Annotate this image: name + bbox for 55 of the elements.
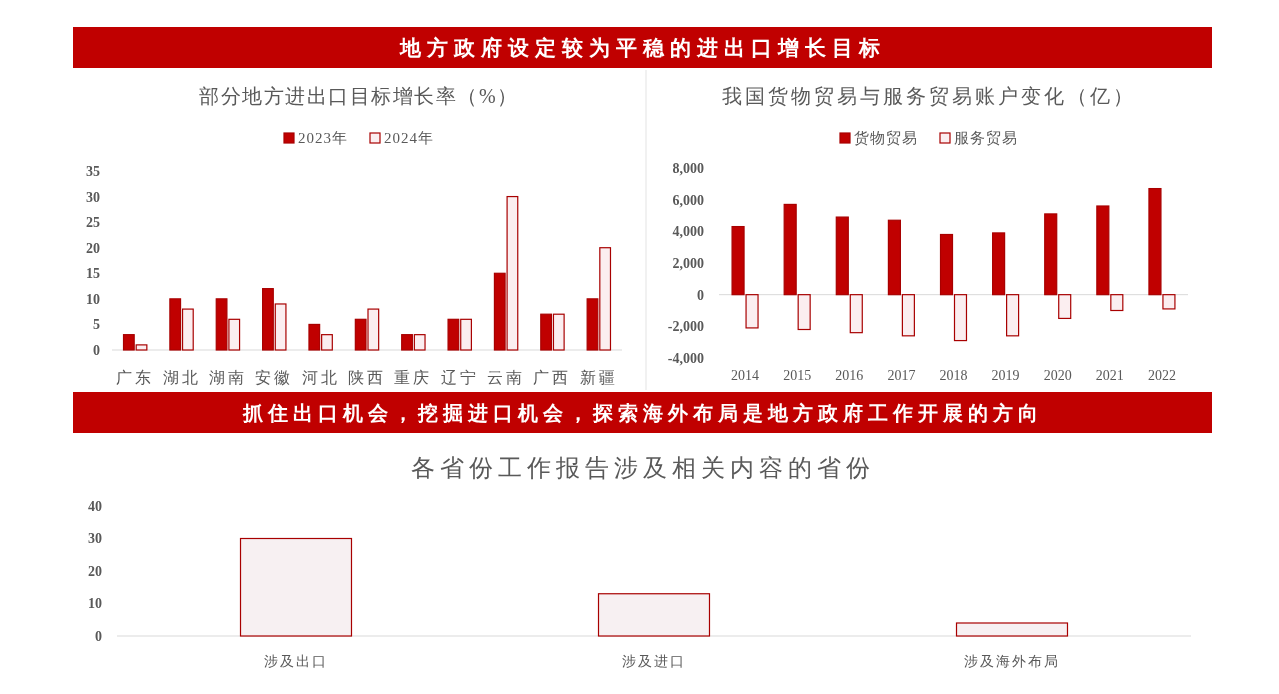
y-tick-label: 25 (86, 215, 100, 231)
y-tick-label: 4,000 (672, 224, 704, 240)
y-tick-label: 15 (86, 266, 100, 282)
x-tick-label: 新疆 (579, 369, 618, 387)
y-tick-label: -2,000 (667, 319, 704, 335)
y-tick-label: 20 (88, 563, 102, 579)
legend-label: 货物贸易 (854, 130, 918, 146)
x-tick-label: 2015 (783, 367, 812, 383)
x-tick-label: 广西 (533, 369, 572, 387)
bar (955, 622, 1069, 637)
text: 地方政府设定较为平稳的进出口增长目标 (398, 35, 886, 60)
chart-title: 我国货物贸易与服务贸易账户变化（亿） (722, 85, 1136, 107)
x-tick-label: 重庆 (394, 369, 433, 387)
x-tick-label: 云南 (487, 369, 526, 387)
y-tick-label: 10 (88, 596, 102, 612)
x-tick-label: 广东 (116, 369, 155, 387)
y-tick-label: 6,000 (672, 192, 704, 208)
y-tick-label: 5 (93, 317, 100, 333)
y-tick-label: 2,000 (672, 255, 704, 271)
y-tick-label: 20 (86, 240, 100, 256)
x-tick-label: 涉及出口 (264, 653, 328, 669)
x-tick-label: 2019 (991, 367, 1020, 383)
x-tick-label: 2018 (939, 367, 968, 383)
y-tick-label: 0 (697, 287, 704, 303)
x-tick-label: 涉及海外布局 (964, 653, 1060, 669)
bar (239, 537, 353, 637)
y-tick-label: 30 (88, 531, 102, 547)
y-tick-label: 40 (88, 498, 102, 514)
x-tick-label: 2022 (1147, 367, 1176, 383)
x-tick-label: 2021 (1095, 367, 1124, 383)
text: 抓住出口机会，挖掘进口机会，探索海外布局是地方政府工作开展的方向 (241, 401, 1043, 424)
x-tick-label: 2017 (887, 367, 916, 383)
bar (597, 593, 711, 637)
x-tick-label: 河北 (301, 369, 340, 387)
legend-label: 2024年 (384, 130, 434, 146)
y-tick-label: 8,000 (672, 160, 704, 176)
x-tick-label: 涉及进口 (622, 653, 686, 669)
y-tick-label: 0 (93, 342, 100, 358)
x-tick-label: 2014 (731, 367, 760, 383)
x-tick-label: 安徽 (255, 369, 294, 387)
legend-label: 服务贸易 (954, 130, 1018, 146)
x-tick-label: 湖北 (162, 369, 201, 387)
chart-title: 各省份工作报告涉及相关内容的省份 (410, 455, 875, 481)
legend-label: 2023年 (298, 130, 348, 146)
x-tick-label: 湖南 (208, 369, 247, 387)
x-tick-label: 陕西 (348, 369, 386, 387)
chart-title: 部分地方进出口目标增长率（%） (199, 85, 519, 107)
y-tick-label: 30 (86, 189, 100, 205)
y-tick-label: 35 (86, 163, 100, 179)
y-tick-label: 10 (86, 291, 100, 307)
y-tick-label: -4,000 (667, 350, 704, 366)
x-tick-label: 2016 (835, 367, 864, 383)
x-tick-label: 2020 (1043, 367, 1072, 383)
x-tick-label: 辽宁 (440, 369, 479, 387)
y-tick-label: 0 (95, 628, 102, 644)
